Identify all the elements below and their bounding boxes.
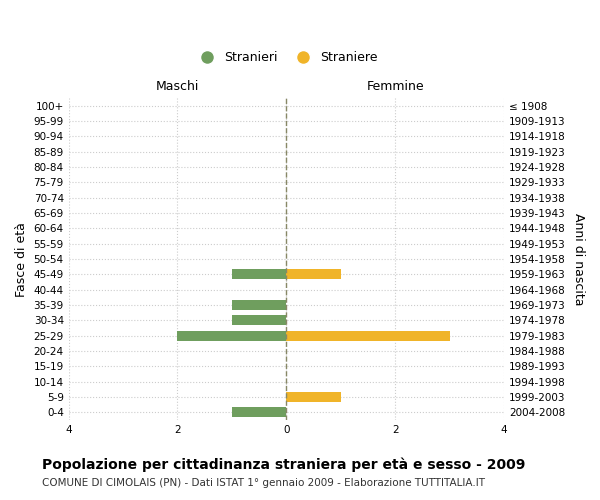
Bar bbox=[286, 392, 341, 402]
Bar bbox=[232, 270, 286, 280]
Text: Popolazione per cittadinanza straniera per età e sesso - 2009: Popolazione per cittadinanza straniera p… bbox=[42, 458, 526, 472]
Bar bbox=[232, 300, 286, 310]
Y-axis label: Fasce di età: Fasce di età bbox=[15, 222, 28, 296]
Text: COMUNE DI CIMOLAIS (PN) - Dati ISTAT 1° gennaio 2009 - Elaborazione TUTTITALIA.I: COMUNE DI CIMOLAIS (PN) - Dati ISTAT 1° … bbox=[42, 478, 485, 488]
Bar bbox=[286, 331, 449, 341]
Bar bbox=[232, 316, 286, 326]
Y-axis label: Anni di nascita: Anni di nascita bbox=[572, 213, 585, 306]
Bar bbox=[286, 270, 341, 280]
Bar bbox=[232, 408, 286, 418]
Bar bbox=[178, 331, 286, 341]
Legend: Stranieri, Straniere: Stranieri, Straniere bbox=[190, 46, 383, 70]
